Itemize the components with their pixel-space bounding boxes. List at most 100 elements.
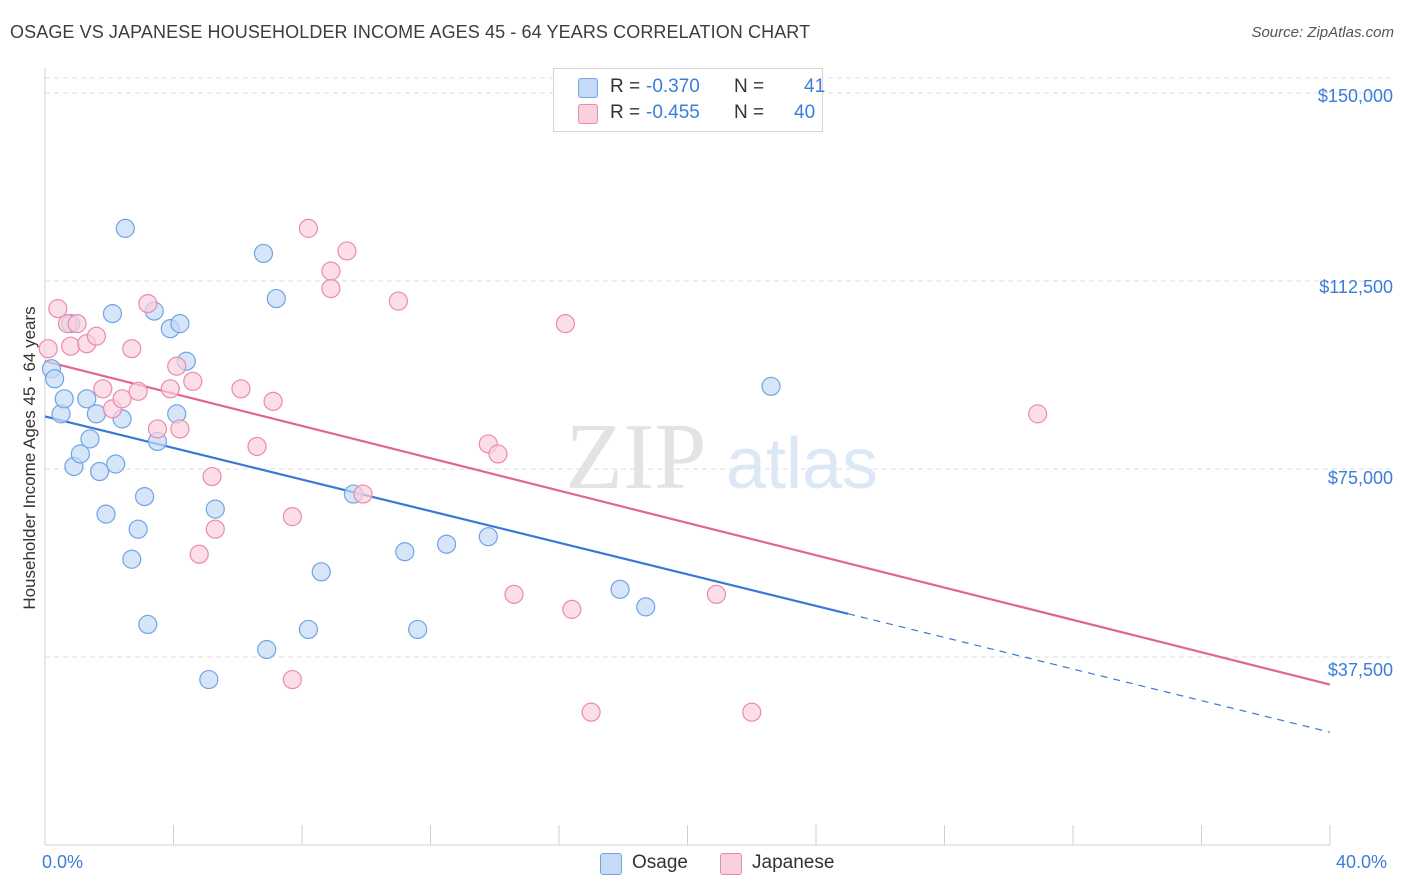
legend-n-label: N =: [734, 76, 765, 97]
data-point-japanese: [231, 379, 251, 399]
data-point-osage: [86, 404, 107, 424]
legend-r-value: -0.455: [646, 102, 700, 123]
data-point-japanese: [706, 584, 727, 604]
trend-line-japanese: [44, 360, 1331, 686]
x-tick-label-max: 40.0%: [1336, 852, 1388, 872]
data-point-osage: [395, 542, 415, 562]
data-point-japanese: [337, 241, 357, 261]
y-axis-label: Householder Income Ages 45 - 64 years: [20, 306, 39, 610]
data-point-osage: [170, 314, 190, 334]
data-point-japanese: [321, 278, 341, 299]
axes: [44, 68, 1331, 846]
data-point-japanese: [555, 314, 576, 334]
data-point-japanese: [48, 299, 68, 319]
data-point-japanese: [205, 519, 225, 539]
legend-n-value: 40: [794, 102, 816, 123]
data-point-japanese: [321, 261, 341, 281]
data-point-osage: [102, 304, 123, 324]
data-points: [38, 218, 1048, 722]
data-point-osage: [205, 499, 225, 519]
y-tick-label-150000: $150,000: [1317, 86, 1393, 106]
data-point-japanese: [147, 419, 168, 439]
data-point-osage: [128, 519, 148, 539]
data-point-japanese: [263, 391, 283, 411]
data-point-japanese: [504, 584, 524, 604]
data-point-osage: [90, 461, 110, 482]
trend-line-osage-dashed: [847, 613, 1331, 733]
data-point-osage: [122, 549, 142, 569]
data-point-japanese: [581, 702, 601, 722]
data-point-japanese: [38, 339, 58, 359]
bottom-legend-label-osage: Osage: [632, 852, 688, 873]
data-point-japanese: [282, 507, 302, 527]
legend-r-label: R =: [610, 102, 641, 123]
data-point-osage: [77, 389, 97, 409]
data-point-osage: [436, 534, 457, 554]
data-point-osage: [311, 562, 331, 582]
data-point-japanese: [128, 381, 148, 401]
data-point-osage: [761, 376, 781, 396]
data-point-japanese: [353, 484, 373, 504]
watermark: ZIP atlas: [566, 405, 879, 509]
bottom-legend-label-japanese: Japanese: [752, 852, 835, 873]
data-point-osage: [253, 243, 274, 264]
data-point-japanese: [1028, 404, 1048, 424]
data-point-japanese: [562, 599, 582, 619]
data-point-japanese: [167, 356, 187, 376]
data-point-osage: [199, 669, 219, 690]
data-point-japanese: [61, 336, 81, 356]
data-point-osage: [257, 639, 277, 660]
data-point-osage: [70, 444, 90, 464]
trend-line-osage: [44, 415, 849, 615]
chart-title: OSAGE VS JAPANESE HOUSEHOLDER INCOME AGE…: [10, 22, 811, 42]
data-point-japanese: [298, 218, 319, 238]
data-point-osage: [45, 369, 65, 389]
data-point-japanese: [170, 419, 190, 439]
data-point-japanese: [282, 669, 302, 690]
data-point-japanese: [122, 339, 142, 359]
stats-legend: R = -0.370 N = 41 R = -0.455 N = 40: [553, 68, 826, 132]
data-point-japanese: [138, 293, 158, 314]
data-point-japanese: [67, 314, 87, 334]
data-point-osage: [96, 504, 116, 524]
data-point-osage: [266, 288, 286, 309]
trend-lines: [44, 360, 1331, 733]
data-point-osage: [134, 486, 155, 507]
data-point-osage: [610, 579, 630, 599]
data-point-japanese: [202, 466, 222, 487]
data-point-japanese: [183, 371, 203, 391]
source-label: Source: ZipAtlas.com: [1251, 24, 1394, 41]
data-point-osage: [636, 597, 656, 617]
watermark-zip: ZIP: [566, 405, 707, 509]
legend-r-label: R =: [610, 76, 641, 97]
bottom-legend-swatch-japanese: [720, 853, 742, 875]
grid-lines: [45, 77, 1395, 658]
legend-swatch-japanese: [578, 104, 598, 124]
y-tick-label-112500: $112,500: [1319, 277, 1393, 297]
data-point-japanese: [189, 544, 209, 564]
data-point-osage: [80, 429, 100, 449]
data-point-japanese: [488, 444, 508, 464]
legend-n-value: 41: [804, 76, 826, 97]
data-point-japanese: [93, 379, 113, 399]
data-point-osage: [478, 527, 498, 547]
data-point-osage: [408, 619, 428, 640]
data-point-osage: [54, 389, 74, 409]
data-point-japanese: [388, 291, 408, 311]
watermark-atlas: atlas: [726, 424, 878, 504]
legend-r-value: -0.370: [646, 76, 700, 97]
data-point-japanese: [742, 702, 762, 722]
legend-n-label: N =: [734, 102, 765, 123]
data-point-osage: [106, 454, 126, 474]
data-point-japanese: [112, 389, 132, 409]
x-tick-label-min: 0.0%: [42, 852, 84, 872]
data-point-japanese: [160, 379, 180, 399]
data-point-osage: [298, 619, 319, 640]
legend-swatch-osage: [578, 78, 598, 98]
y-tick-label-75000: $75,000: [1327, 468, 1393, 488]
data-point-japanese: [86, 326, 107, 346]
data-point-osage: [115, 218, 135, 238]
y-tick-label-37500: $37,500: [1327, 660, 1393, 680]
data-point-osage: [138, 614, 158, 635]
